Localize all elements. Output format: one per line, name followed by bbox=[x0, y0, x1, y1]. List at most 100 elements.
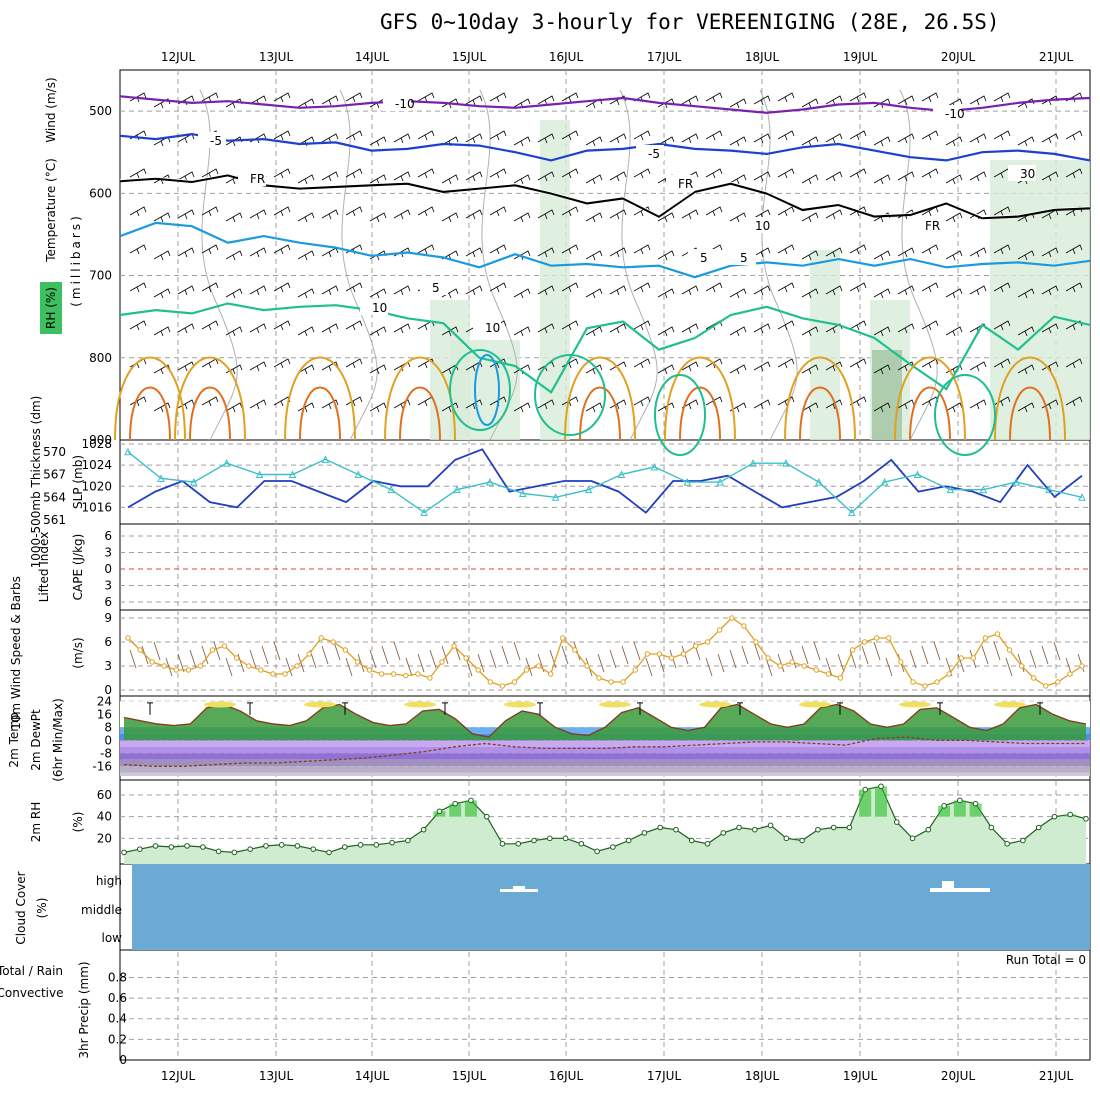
wind-barb bbox=[753, 95, 771, 106]
wind-speed-marker bbox=[560, 635, 566, 641]
rh-marker bbox=[215, 848, 222, 855]
slp-label: SLP (mb) bbox=[71, 455, 85, 509]
surface-wind-barb bbox=[1005, 657, 1013, 677]
thickness-marker bbox=[518, 489, 527, 497]
wind-speed-marker bbox=[717, 627, 723, 633]
wind-label: Wind (m/s) bbox=[44, 77, 58, 142]
wind-barb bbox=[225, 326, 243, 337]
wind-barb bbox=[225, 250, 243, 261]
wind-barb bbox=[513, 212, 531, 223]
contour-label: -5 bbox=[210, 134, 222, 148]
surface-wind-barb bbox=[429, 649, 437, 669]
warm-peak bbox=[204, 701, 236, 708]
rh-marker bbox=[688, 837, 695, 844]
wind-speed-marker bbox=[330, 639, 336, 645]
wind-barb bbox=[345, 396, 363, 407]
rh-marker bbox=[878, 783, 884, 790]
thickness-marker bbox=[650, 462, 659, 471]
surface-wind-barb bbox=[153, 641, 161, 661]
rh-marker bbox=[610, 844, 616, 850]
wind-speed-marker bbox=[572, 647, 578, 653]
wind-barb bbox=[777, 320, 795, 331]
wind-barb bbox=[513, 288, 531, 299]
wind-barb bbox=[321, 209, 339, 220]
surface-wind-barb bbox=[765, 657, 773, 677]
wind-barb bbox=[465, 285, 483, 296]
wind-barb bbox=[753, 399, 771, 410]
temperature-area bbox=[124, 704, 1086, 741]
wind-barb bbox=[177, 285, 195, 296]
wind-speed-marker bbox=[596, 675, 602, 681]
wind-barb bbox=[537, 209, 555, 220]
wind-barb bbox=[777, 92, 795, 103]
contour-label: FR bbox=[250, 172, 265, 186]
temp-tick-label: 8 bbox=[104, 720, 112, 734]
wind-barb bbox=[585, 326, 603, 337]
wind-speed-marker bbox=[874, 635, 880, 641]
rh-marker bbox=[341, 844, 348, 850]
upper-ylabel: (millibars) bbox=[69, 213, 83, 307]
wind-barb bbox=[273, 130, 291, 141]
wind-barb bbox=[1065, 396, 1083, 407]
temperature-band bbox=[120, 746, 1090, 754]
warm-contour-inner bbox=[579, 386, 621, 441]
wind-barb bbox=[609, 323, 627, 334]
surface-wind-barb bbox=[1053, 641, 1061, 661]
wind-speed-marker bbox=[982, 635, 989, 641]
wind-barb bbox=[969, 133, 987, 144]
wind-tick-label: 9 bbox=[104, 611, 112, 625]
wind-barb bbox=[729, 174, 747, 185]
wind-speed-marker bbox=[934, 679, 940, 685]
wind-barb bbox=[1041, 399, 1059, 410]
date-label-bottom: 15JUL bbox=[452, 1069, 487, 1083]
contour-label-bg bbox=[666, 175, 694, 191]
wind-barb bbox=[129, 282, 147, 293]
contour-label: 30 bbox=[1020, 167, 1035, 181]
wind-barb bbox=[153, 402, 171, 413]
wind-barb bbox=[585, 136, 603, 147]
wind-barb bbox=[801, 136, 819, 147]
wind-barb bbox=[801, 288, 819, 299]
wind-barb bbox=[681, 285, 699, 296]
rh-high-fill bbox=[464, 800, 477, 817]
slp-tick-label: 1024 bbox=[81, 458, 112, 472]
surface-wind-barb bbox=[609, 649, 617, 669]
warm-contour-inner bbox=[679, 386, 721, 441]
warm-contour-inner bbox=[1009, 386, 1051, 441]
wind-speed-marker bbox=[535, 663, 542, 669]
surface-wind-barb bbox=[405, 657, 413, 677]
wind-speed-marker bbox=[1067, 671, 1073, 677]
warm-peak bbox=[404, 701, 436, 708]
thickness-tick-label: 561 bbox=[43, 513, 66, 527]
wind-speed-marker bbox=[233, 655, 240, 661]
rh-marker bbox=[1067, 811, 1074, 818]
rh-marker bbox=[152, 843, 159, 849]
dewpoint-line bbox=[123, 736, 1086, 767]
rh-marker bbox=[1083, 816, 1089, 822]
isotherm--5 bbox=[119, 132, 1091, 162]
wind-barb bbox=[705, 168, 723, 179]
wind-barb bbox=[153, 326, 171, 337]
surface-wind-barb bbox=[705, 657, 713, 677]
surface-wind-barb bbox=[789, 649, 797, 669]
chart-content: -10 -10 -5 -5 FR FR FR 5 5 5 10 10 10 30 bbox=[114, 89, 1091, 950]
rh-marker bbox=[862, 786, 869, 793]
rh-contour bbox=[339, 89, 378, 441]
cool-pocket-contour bbox=[934, 374, 996, 456]
wind-speed-marker bbox=[849, 647, 856, 653]
wind-barb bbox=[585, 250, 603, 261]
wind-barb bbox=[1065, 320, 1083, 331]
axis-labels: 12JUL 12JUL 13JUL 13JUL 14JUL 14JUL 15JUL 15JUL… bbox=[0, 50, 1086, 1083]
surface-wind-barb bbox=[129, 649, 137, 669]
wind-barb bbox=[849, 168, 867, 179]
cape-tick-label: 3 bbox=[104, 579, 112, 593]
cool-pocket-contour bbox=[654, 374, 706, 456]
wind-barb bbox=[825, 361, 843, 372]
wind-barb bbox=[561, 130, 579, 141]
wind-barb bbox=[777, 168, 795, 179]
max-temp-marker bbox=[1037, 702, 1043, 715]
date-label-bottom: 18JUL bbox=[745, 1069, 780, 1083]
wind-speed-marker bbox=[221, 643, 228, 649]
rh-marker bbox=[278, 842, 285, 848]
wind-barb bbox=[1017, 402, 1035, 413]
